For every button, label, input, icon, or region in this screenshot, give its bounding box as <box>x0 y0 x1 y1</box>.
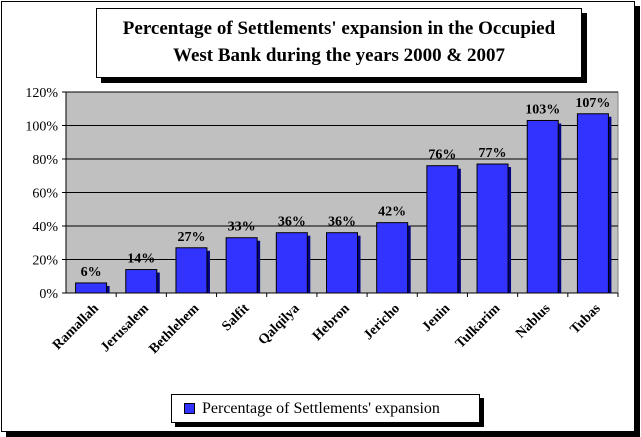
bar <box>75 282 108 294</box>
bar <box>125 269 158 294</box>
x-tick-label: Ramallah <box>50 301 102 353</box>
data-label: 14% <box>127 252 155 267</box>
bar <box>175 247 208 294</box>
y-tick-label: 80% <box>32 153 58 168</box>
bar <box>576 113 609 294</box>
x-tick-label: Jerusalem <box>98 301 152 355</box>
legend-label: Percentage of Settlements' expansion <box>202 399 440 417</box>
y-tick-label: 20% <box>32 254 58 269</box>
bar <box>225 237 258 294</box>
data-label: 76% <box>428 148 456 163</box>
x-tick-label: Bethlehem <box>147 301 203 357</box>
x-tick-label: Salfit <box>219 301 252 334</box>
data-label: 103% <box>525 102 560 117</box>
y-tick-label: 120% <box>25 86 58 101</box>
data-label: 33% <box>228 220 256 235</box>
bar <box>275 232 308 294</box>
chart-title-line-2: West Bank during the years 2000 & 2007 <box>173 45 505 66</box>
y-tick-label: 60% <box>32 187 58 202</box>
data-label: 6% <box>81 265 102 280</box>
y-tick-label: 40% <box>32 220 58 235</box>
bar <box>476 163 509 294</box>
chart-title-line-1: Percentage of Settlements' expansion in … <box>122 18 556 39</box>
x-tick-label: Qalqilya <box>256 301 303 348</box>
data-label: 42% <box>378 205 406 220</box>
x-tick-label: Hebron <box>310 301 353 344</box>
bar <box>526 119 559 294</box>
x-tick-label: Nablus <box>513 301 554 342</box>
legend: Percentage of Settlements' expansion <box>171 394 480 423</box>
x-tick-label: Jenin <box>419 301 453 335</box>
bar <box>326 232 358 294</box>
y-tick-label: 0% <box>39 287 58 302</box>
data-label: 36% <box>328 215 356 230</box>
x-tick-label: Tubas <box>568 301 605 338</box>
x-tick-label: Jericho <box>361 301 403 343</box>
bar <box>376 222 409 294</box>
data-label: 77% <box>479 146 507 161</box>
y-tick-label: 100% <box>25 120 58 135</box>
x-tick-label: Tulkarim <box>453 301 504 352</box>
chart-title: Percentage of Settlements' expansion in … <box>96 8 582 78</box>
data-label: 27% <box>177 230 205 245</box>
data-label: 36% <box>278 215 306 230</box>
bar <box>426 165 459 294</box>
data-label: 107% <box>575 96 610 111</box>
legend-swatch <box>184 403 195 414</box>
